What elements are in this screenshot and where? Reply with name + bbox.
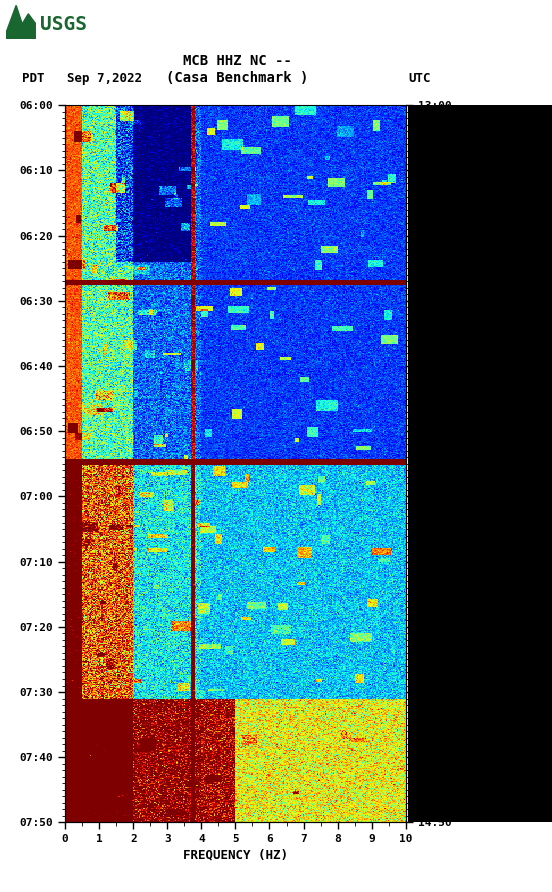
Polygon shape (6, 5, 36, 39)
Text: UTC: UTC (408, 71, 431, 85)
Text: MCB HHZ NC --: MCB HHZ NC -- (183, 54, 292, 68)
Text: USGS: USGS (40, 15, 87, 35)
Text: PDT   Sep 7,2022: PDT Sep 7,2022 (22, 71, 142, 85)
X-axis label: FREQUENCY (HZ): FREQUENCY (HZ) (183, 848, 288, 862)
Text: (Casa Benchmark ): (Casa Benchmark ) (166, 70, 309, 85)
